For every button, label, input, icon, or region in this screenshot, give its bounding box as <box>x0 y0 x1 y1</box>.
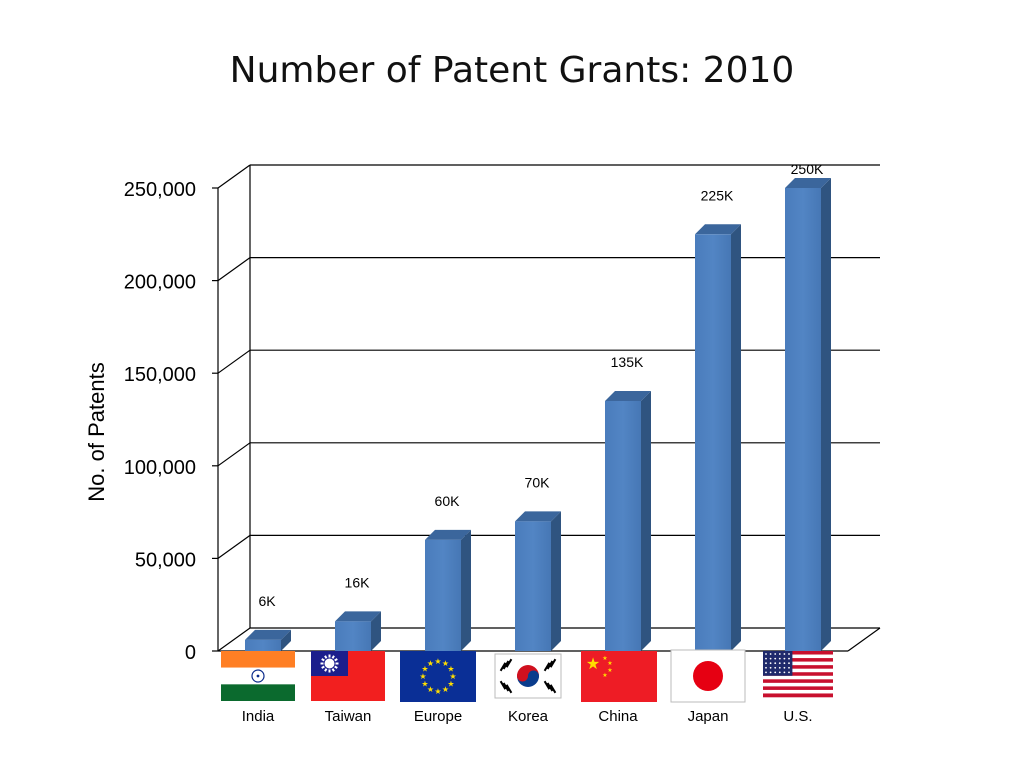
svg-text:★: ★ <box>607 660 612 667</box>
bar-front <box>695 234 731 652</box>
y-tick-label: 0 <box>185 642 196 664</box>
bar-china <box>605 390 651 651</box>
bar-taiwan <box>335 611 381 651</box>
data-label: 135K <box>611 354 644 370</box>
bar-top <box>695 224 741 235</box>
us-flag-icon <box>763 651 833 698</box>
bar-top <box>785 178 831 188</box>
chart-title: Number of Patent Grants: 2010 <box>229 50 795 91</box>
bar-front <box>515 521 551 651</box>
bar-front <box>605 400 641 651</box>
svg-text:★: ★ <box>427 685 434 694</box>
svg-text:★: ★ <box>447 680 454 689</box>
svg-text:★: ★ <box>421 665 428 674</box>
bar-india <box>245 629 291 651</box>
bar-top <box>515 511 561 522</box>
svg-text:★: ★ <box>447 665 454 674</box>
y-tick-label: 100,000 <box>124 457 196 479</box>
japan-flag-icon <box>670 649 746 703</box>
taiwan-flag-icon <box>311 651 385 701</box>
bar-top <box>605 390 651 401</box>
svg-text:★: ★ <box>427 659 434 668</box>
bar-front <box>335 621 371 651</box>
bar-side <box>371 611 381 651</box>
svg-text:★: ★ <box>419 672 426 681</box>
bar-japan <box>695 224 741 652</box>
gridline-side <box>217 164 251 189</box>
svg-text:★: ★ <box>442 659 449 668</box>
x-tick-label: China <box>598 708 638 725</box>
svg-text:★: ★ <box>421 680 428 689</box>
data-label: 70K <box>525 474 551 490</box>
svg-text:★: ★ <box>602 672 607 679</box>
floor-left-edge <box>217 627 251 652</box>
svg-text:★: ★ <box>607 667 612 674</box>
bar-korea <box>515 511 561 651</box>
gridline-side <box>217 257 251 282</box>
svg-text:★: ★ <box>434 687 441 696</box>
bar-side <box>551 511 561 651</box>
india-flag-icon <box>221 651 295 701</box>
x-tick-label: Japan <box>688 708 729 725</box>
bar-front <box>245 639 281 651</box>
svg-text:★: ★ <box>449 672 456 681</box>
data-label: 6K <box>258 593 276 609</box>
data-label: 250K <box>791 161 824 177</box>
x-tick-label: Korea <box>508 708 549 725</box>
x-tick-label: Europe <box>414 708 462 725</box>
bar-front <box>425 539 461 651</box>
bar-side <box>281 629 291 651</box>
gridline-side <box>217 349 251 374</box>
x-tick-label: U.S. <box>783 708 812 725</box>
bar-top <box>245 629 291 640</box>
bar-top <box>425 529 471 540</box>
bar-us <box>785 178 831 651</box>
bar-side <box>461 529 471 651</box>
y-tick-label: 200,000 <box>124 272 196 294</box>
bar-front <box>785 188 821 651</box>
floor-right-edge <box>847 627 881 652</box>
svg-text:★: ★ <box>586 654 600 673</box>
europe-flag-icon: ★★★★★★★★★ ★ ★★ <box>400 651 476 702</box>
x-tick-label: Taiwan <box>325 708 372 725</box>
y-tick-label: 250,000 <box>124 179 196 201</box>
korea-flag-icon <box>494 653 562 699</box>
bar-side <box>821 178 831 651</box>
data-label: 225K <box>701 187 734 203</box>
y-tick-label: 50,000 <box>135 549 196 571</box>
svg-text:★: ★ <box>602 655 607 662</box>
y-axis-label: No. of Patents <box>84 362 109 501</box>
bar-top <box>335 611 381 622</box>
y-tick-label: 150,000 <box>124 364 196 386</box>
china-flag-icon: ★ ★★★★ <box>581 651 657 702</box>
svg-text:★: ★ <box>442 685 449 694</box>
x-tick-label: India <box>242 708 275 725</box>
gridline-side <box>217 442 251 467</box>
svg-text:★: ★ <box>434 657 441 666</box>
data-label: 16K <box>345 574 371 590</box>
bar-side <box>641 390 651 651</box>
bar-europe <box>425 529 471 651</box>
data-label: 60K <box>435 493 461 509</box>
gridline-side <box>217 534 251 559</box>
bar-side <box>731 224 741 652</box>
